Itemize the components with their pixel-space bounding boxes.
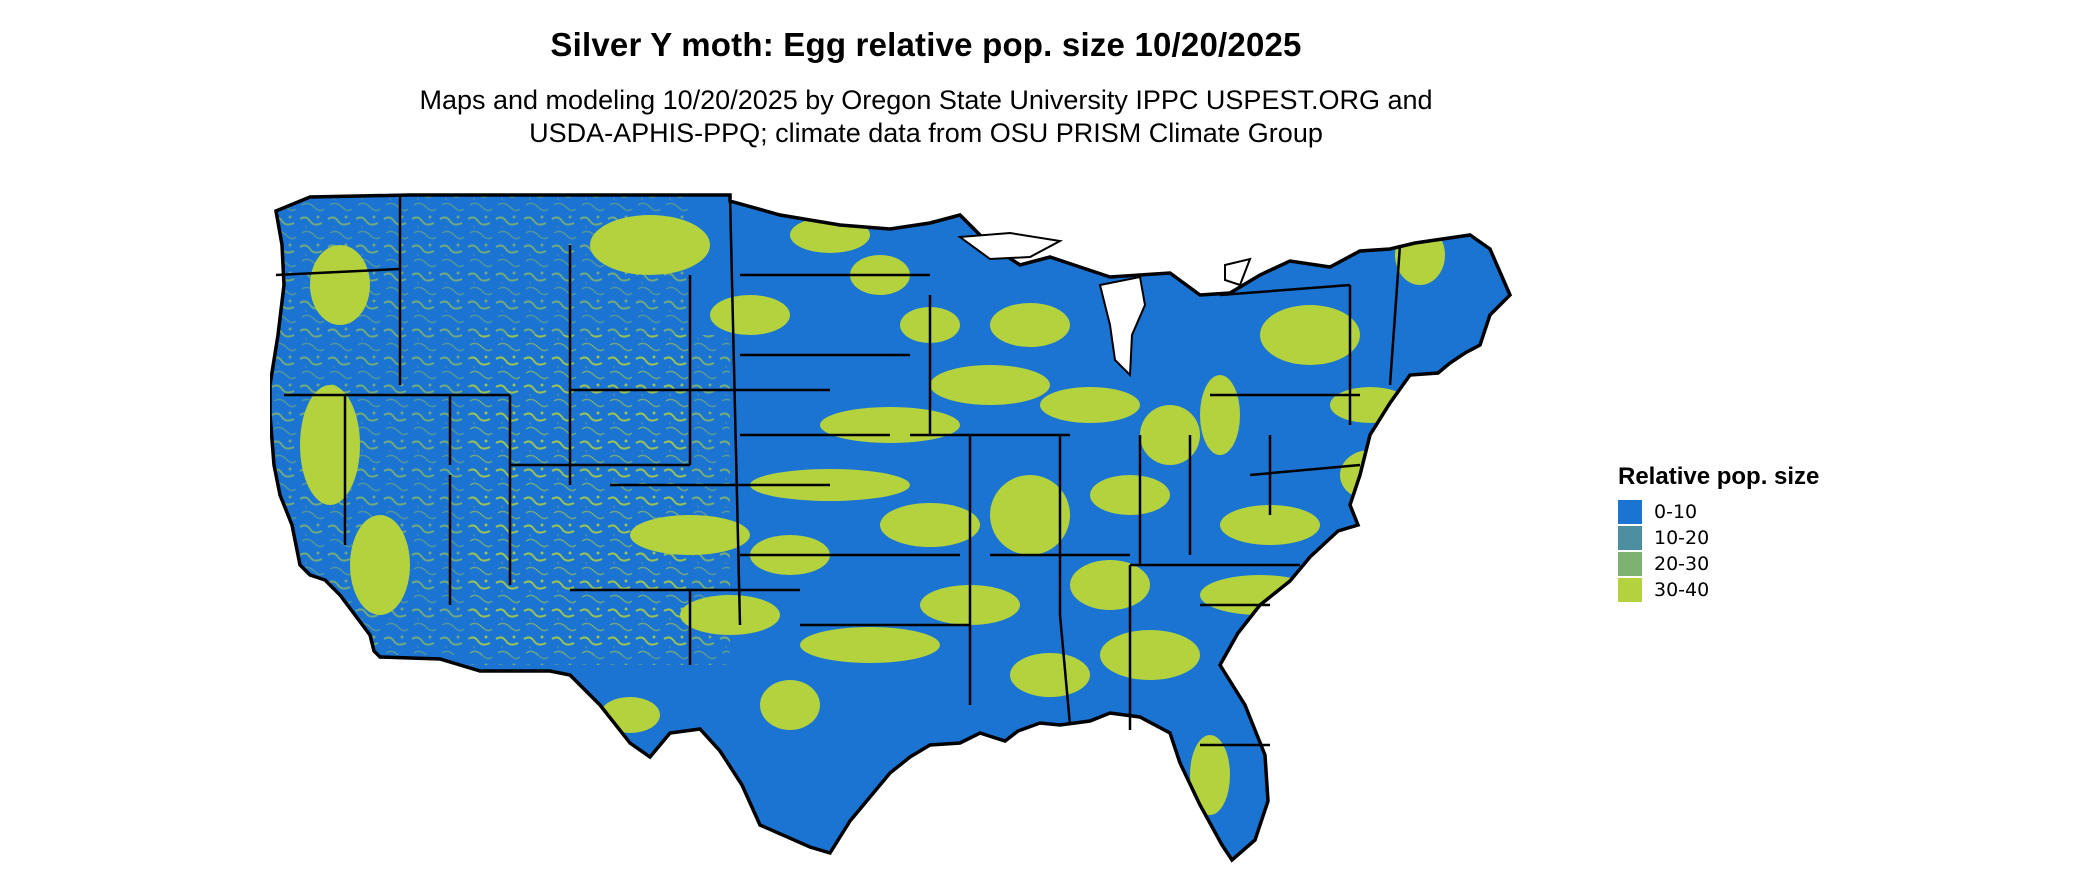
map-subtitle: Maps and modeling 10/20/2025 by Oregon S… <box>0 84 1852 150</box>
heat-layer <box>270 195 1510 860</box>
us-map-svg <box>270 193 1512 862</box>
map-title: Silver Y moth: Egg relative pop. size 10… <box>550 26 1302 63</box>
legend-label-1: 10-20 <box>1654 527 1710 549</box>
state-borders <box>275 194 1402 747</box>
legend-swatch-0 <box>1618 500 1642 524</box>
us-map <box>270 185 1580 890</box>
legend-title: Relative pop. size <box>1618 463 1820 490</box>
subtitle-line-1: Maps and modeling 10/20/2025 by Oregon S… <box>419 85 1433 115</box>
legend-item: 30-40 <box>1618 577 1918 603</box>
legend-label-0: 0-10 <box>1654 501 1698 523</box>
legend-item: 10-20 <box>1618 525 1918 551</box>
subtitle-line-2: USDA-APHIS-PPQ; climate data from OSU PR… <box>529 118 1323 148</box>
legend-swatch-3 <box>1618 578 1642 602</box>
legend-swatch-1 <box>1618 526 1642 550</box>
great-lakes <box>957 231 1252 378</box>
legend-swatch-2 <box>1618 552 1642 576</box>
legend-item: 0-10 <box>1618 499 1918 525</box>
legend: Relative pop. size 0-10 10-20 20-30 30-4… <box>1618 463 1918 603</box>
legend-label-3: 30-40 <box>1654 579 1710 601</box>
legend-label-2: 20-30 <box>1654 553 1710 575</box>
legend-item: 20-30 <box>1618 551 1918 577</box>
